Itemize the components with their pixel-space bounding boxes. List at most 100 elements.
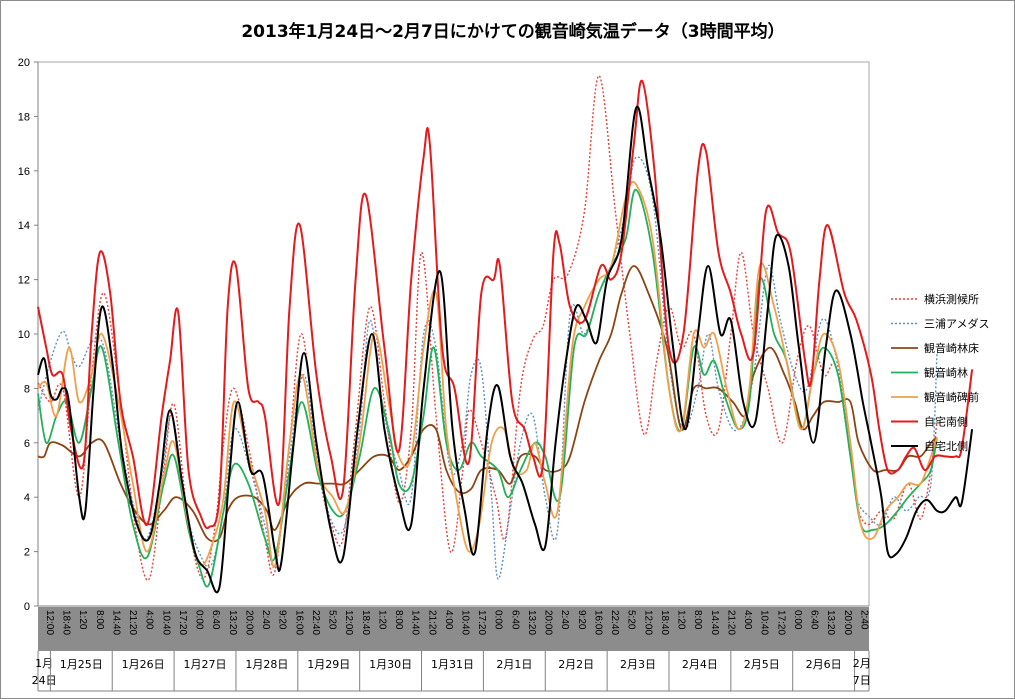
x-tick-label: 12:00 <box>44 610 55 635</box>
x-tick-label: 10:40 <box>460 610 471 635</box>
series-line <box>37 188 938 588</box>
x-tick-label: 4:00 <box>443 610 454 630</box>
legend-label: 自宅南側 <box>924 415 968 429</box>
day-label: 2月2日 <box>558 658 594 671</box>
x-tick-label: 6:40 <box>210 610 221 630</box>
x-tick-label: 21:20 <box>426 610 437 635</box>
day-label: 2月1日 <box>496 658 532 671</box>
day-label: 24日 <box>32 674 57 687</box>
day-label: 1月30日 <box>369 658 412 671</box>
x-tick-label: 18:40 <box>61 610 72 635</box>
plot-area <box>37 61 870 607</box>
x-tick-label: 14:40 <box>110 610 121 635</box>
legend-label: 三浦アメダス <box>924 317 989 331</box>
x-tick-label: 13:20 <box>825 610 836 635</box>
y-axis: 0 2 4 6 8 10 12 14 16 18 20 <box>18 57 39 613</box>
x-tick-label: 8:00 <box>393 610 404 630</box>
day-label: 1月28日 <box>245 658 288 671</box>
x-tick-label: 20:00 <box>243 610 254 635</box>
day-label: 2月3日 <box>620 658 656 671</box>
x-tick-label: 14:40 <box>709 610 720 635</box>
day-label: 2月6日 <box>806 658 842 671</box>
legend-label: 横浜測候所 <box>924 292 979 306</box>
day-label: 2月5日 <box>744 658 780 671</box>
y-tick-label: 2 <box>24 547 30 559</box>
x-tick-label: 21:20 <box>725 610 736 635</box>
y-tick-label: 16 <box>18 166 30 178</box>
x-tick-label: 10:40 <box>160 610 171 635</box>
day-label: 1月27日 <box>184 658 227 671</box>
x-tick-label: 18:40 <box>659 610 670 635</box>
x-tick-label: 16:00 <box>293 610 304 635</box>
y-tick-label: 10 <box>18 329 30 341</box>
x-tick-label: 2:40 <box>260 610 271 630</box>
x-tick-label: 17:20 <box>177 610 188 635</box>
legend-label: 観音崎林 <box>924 366 968 380</box>
series-line <box>37 265 938 543</box>
x-tick-label: 0:00 <box>194 610 205 630</box>
x-tick-label: 4:00 <box>742 610 753 630</box>
x-tick-label: 12:00 <box>343 610 354 635</box>
x-tick-label: 6:40 <box>809 610 820 630</box>
x-tick-label: 18:40 <box>360 610 371 635</box>
day-label: 7日 <box>853 674 871 687</box>
y-tick-label: 12 <box>18 275 30 287</box>
x-tick-label: 12:00 <box>642 610 653 635</box>
series-line <box>37 105 974 594</box>
gridlines <box>37 61 870 607</box>
day-label: 1月 <box>35 657 53 670</box>
series-line <box>37 79 974 530</box>
x-tick-label: 13:20 <box>227 610 238 635</box>
series-line <box>37 156 938 580</box>
legend-label: 自宅北側 <box>924 439 968 453</box>
day-label: 1月25日 <box>60 658 103 671</box>
time-label-band <box>38 607 869 651</box>
x-tick-label: 16:00 <box>592 610 603 635</box>
x-tick-label: 13:20 <box>526 610 537 635</box>
day-label: 1月31日 <box>431 658 474 671</box>
x-tick-label: 2:40 <box>559 610 570 630</box>
x-tick-label: 9:20 <box>576 610 587 630</box>
x-tick-label: 9:20 <box>277 610 288 630</box>
x-tick-label: 20:00 <box>543 610 554 635</box>
x-tick-label: 1:20 <box>77 610 88 630</box>
x-tick-label: 1:20 <box>676 610 687 630</box>
day-label: 2月 <box>853 657 871 670</box>
x-tick-label: 22:40 <box>310 610 321 635</box>
day-label: 1月26日 <box>122 658 165 671</box>
y-tick-label: 20 <box>18 57 30 69</box>
x-tick-label: 14:40 <box>410 610 421 635</box>
y-tick-label: 4 <box>24 492 30 504</box>
x-tick-label: 17:20 <box>775 610 786 635</box>
y-tick-label: 14 <box>18 220 30 232</box>
legend-label: 観音崎碑前 <box>924 390 979 404</box>
legend-label: 観音崎林床 <box>924 341 979 355</box>
x-tick-label: 0:00 <box>792 610 803 630</box>
x-tick-label: 10:40 <box>759 610 770 635</box>
day-label: 2月4日 <box>682 658 718 671</box>
x-tick-label: 5:20 <box>626 610 637 630</box>
x-tick-label: 6:40 <box>509 610 520 630</box>
x-tick-label: 21:20 <box>127 610 138 635</box>
y-tick-label: 0 <box>24 601 30 613</box>
x-tick-label: 5:20 <box>327 610 338 630</box>
x-tick-label: 22:40 <box>609 610 620 635</box>
x-tick-label: 2:40 <box>858 610 869 630</box>
x-tick-label: 4:00 <box>144 610 155 630</box>
chart-title: 2013年1月24日～2月7日にかけての観音崎気温データ（3時間平均） <box>241 21 784 42</box>
x-tick-label: 0:00 <box>493 610 504 630</box>
day-label: 1月29日 <box>307 658 350 671</box>
x-tick-label: 8:00 <box>94 610 105 630</box>
series-lines <box>37 74 974 594</box>
x-tick-label: 8:00 <box>692 610 703 630</box>
y-tick-label: 18 <box>18 111 30 123</box>
y-tick-label: 8 <box>24 383 30 395</box>
x-tick-label: 20:00 <box>842 610 853 635</box>
y-tick-label: 6 <box>24 438 30 450</box>
x-tick-label: 1:20 <box>376 610 387 630</box>
x-tick-label: 17:20 <box>476 610 487 635</box>
x-axis: 12:00 18:40 1:20 8:00 14:40 21:20 4:00 10:40 17:… <box>32 605 871 692</box>
